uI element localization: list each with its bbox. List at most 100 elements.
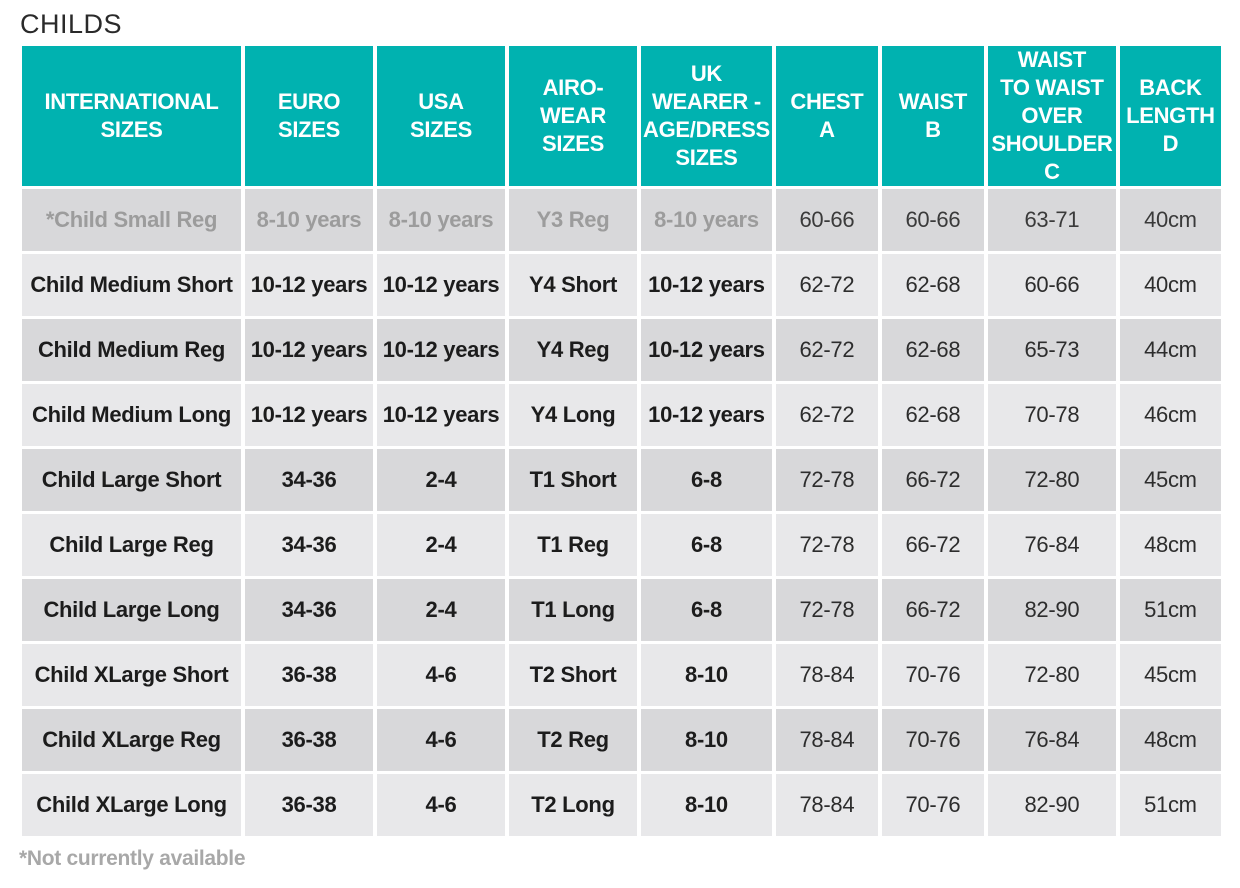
table-cell: 66-72 (881, 514, 984, 576)
table-cell: 36-38 (245, 644, 373, 706)
table-row: *Child Small Reg 8-10 years 8-10 years Y3 R… (22, 189, 1221, 251)
table-cell: 8-10 years (641, 189, 772, 251)
table-row: Child XLarge Reg 36-38 4-6 T2 Reg 8-10 78-84 7… (22, 709, 1221, 771)
table-cell: Child Large Long (22, 579, 241, 641)
table-cell: 10-12 years (245, 254, 373, 316)
table-cell: 6-8 (641, 514, 772, 576)
table-cell: 36-38 (245, 774, 373, 836)
page-title: CHILDS (20, 9, 123, 39)
header-back-length: BACK LENGTH D (1119, 46, 1221, 186)
table-cell: 62-72 (775, 319, 878, 381)
table-cell: 6-8 (641, 449, 772, 511)
table-cell: 8-10 years (245, 189, 373, 251)
table-cell: Child XLarge Reg (22, 709, 241, 771)
table-cell: 8-10 (641, 774, 772, 836)
table-cell: 82-90 (987, 579, 1116, 641)
table-cell: Child XLarge Short (22, 644, 241, 706)
table-cell: 51cm (1119, 579, 1221, 641)
table-cell: 34-36 (245, 449, 373, 511)
table-cell: 4-6 (377, 644, 505, 706)
table-cell: T1 Short (509, 449, 637, 511)
table-cell: 66-72 (881, 449, 984, 511)
table-cell: 72-78 (775, 579, 878, 641)
table-cell: 76-84 (987, 514, 1116, 576)
table-cell: T1 Long (509, 579, 637, 641)
table-cell: 72-80 (987, 644, 1116, 706)
table-row: Child XLarge Long 36-38 4-6 T2 Long 8-10 78-8… (22, 774, 1221, 836)
table-row: Child Medium Short 10-12 years 10-12 years… (22, 254, 1221, 316)
table-cell: 40cm (1119, 254, 1221, 316)
table-cell: T1 Reg (509, 514, 637, 576)
table-cell: 66-72 (881, 579, 984, 641)
table-cell: T2 Short (509, 644, 637, 706)
table-cell: 62-68 (881, 319, 984, 381)
table-row: Child Large Long 34-36 2-4 T1 Long 6-8 72-78 6… (22, 579, 1221, 641)
table-cell: 10-12 years (377, 384, 505, 446)
table-cell: 2-4 (377, 514, 505, 576)
table-cell: 51cm (1119, 774, 1221, 836)
table-cell: 10-12 years (245, 384, 373, 446)
table-cell: 72-80 (987, 449, 1116, 511)
table-cell: 65-73 (987, 319, 1116, 381)
table-cell: Y4 Short (509, 254, 637, 316)
size-chart-table: INTERNATIONAL SIZES EURO SIZES USA SIZES AIRO-… (18, 43, 1225, 839)
table-cell: 34-36 (245, 579, 373, 641)
table-cell: 63-71 (987, 189, 1116, 251)
table-cell: 78-84 (775, 644, 878, 706)
table-row: Child Large Reg 34-36 2-4 T1 Reg 6-8 72-78 66-… (22, 514, 1221, 576)
table-cell: 2-4 (377, 449, 505, 511)
table-cell: 82-90 (987, 774, 1116, 836)
table-cell: 78-84 (775, 709, 878, 771)
table-cell: *Child Small Reg (22, 189, 241, 251)
table-cell: 62-72 (775, 384, 878, 446)
header-euro-sizes: EURO SIZES (245, 46, 373, 186)
table-header-row: INTERNATIONAL SIZES EURO SIZES USA SIZES AIRO-… (22, 46, 1221, 186)
header-international-sizes: INTERNATIONAL SIZES (22, 46, 241, 186)
table-cell: 60-66 (881, 189, 984, 251)
header-waist-over-shoulder: WAIST TO WAIST OVER SHOULDER C (987, 46, 1116, 186)
table-cell: 10-12 years (245, 319, 373, 381)
header-airo-wear-sizes: AIRO-WEAR SIZES (509, 46, 637, 186)
table-cell: 8-10 (641, 644, 772, 706)
table-body: *Child Small Reg 8-10 years 8-10 years Y3 R… (22, 189, 1221, 836)
table-cell: 8-10 (641, 709, 772, 771)
table-cell: 45cm (1119, 644, 1221, 706)
table-cell: 6-8 (641, 579, 772, 641)
table-cell: 4-6 (377, 774, 505, 836)
table-cell: 8-10 years (377, 189, 505, 251)
table-cell: 60-66 (775, 189, 878, 251)
table-cell: T2 Long (509, 774, 637, 836)
table-row: Child Large Short 34-36 2-4 T1 Short 6-8 72-7… (22, 449, 1221, 511)
table-row: Child Medium Reg 10-12 years 10-12 years Y4… (22, 319, 1221, 381)
table-cell: 10-12 years (377, 254, 505, 316)
table-cell: 76-84 (987, 709, 1116, 771)
table-cell: Y4 Reg (509, 319, 637, 381)
table-cell: Child XLarge Long (22, 774, 241, 836)
table-cell: 70-78 (987, 384, 1116, 446)
table-cell: 10-12 years (641, 319, 772, 381)
table-cell: T2 Reg (509, 709, 637, 771)
table-cell: 48cm (1119, 514, 1221, 576)
table-cell: 72-78 (775, 449, 878, 511)
table-cell: 70-76 (881, 709, 984, 771)
table-cell: 62-72 (775, 254, 878, 316)
table-cell: Child Medium Short (22, 254, 241, 316)
table-cell: 40cm (1119, 189, 1221, 251)
table-cell: 60-66 (987, 254, 1116, 316)
table-cell: Y3 Reg (509, 189, 637, 251)
table-cell: 36-38 (245, 709, 373, 771)
table-cell: 2-4 (377, 579, 505, 641)
table-cell: 78-84 (775, 774, 878, 836)
table-cell: Child Medium Long (22, 384, 241, 446)
header-chest: CHEST A (775, 46, 878, 186)
table-cell: 34-36 (245, 514, 373, 576)
table-cell: 70-76 (881, 644, 984, 706)
table-cell: 46cm (1119, 384, 1221, 446)
table-cell: 10-12 years (377, 319, 505, 381)
table-cell: 4-6 (377, 709, 505, 771)
table-cell: Child Large Reg (22, 514, 241, 576)
table-cell: 44cm (1119, 319, 1221, 381)
table-cell: 62-68 (881, 254, 984, 316)
table-cell: 62-68 (881, 384, 984, 446)
footnote: *Not currently available (19, 847, 246, 870)
